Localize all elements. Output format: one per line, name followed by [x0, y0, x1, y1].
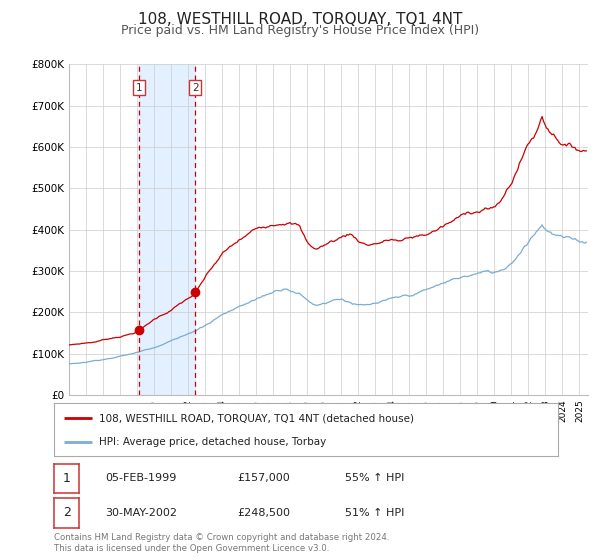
Text: 2: 2: [62, 506, 71, 520]
Text: 108, WESTHILL ROAD, TORQUAY, TQ1 4NT (detached house): 108, WESTHILL ROAD, TORQUAY, TQ1 4NT (de…: [100, 413, 415, 423]
Text: £157,000: £157,000: [237, 473, 290, 483]
Text: 108, WESTHILL ROAD, TORQUAY, TQ1 4NT: 108, WESTHILL ROAD, TORQUAY, TQ1 4NT: [138, 12, 462, 27]
Bar: [139, 64, 195, 395]
Text: 1: 1: [62, 472, 71, 485]
Text: 1: 1: [136, 82, 142, 92]
Text: Price paid vs. HM Land Registry's House Price Index (HPI): Price paid vs. HM Land Registry's House …: [121, 24, 479, 37]
Text: 51% ↑ HPI: 51% ↑ HPI: [345, 508, 404, 518]
Text: 2: 2: [192, 82, 199, 92]
Text: 55% ↑ HPI: 55% ↑ HPI: [345, 473, 404, 483]
Text: 30-MAY-2002: 30-MAY-2002: [105, 508, 177, 518]
Text: 05-FEB-1999: 05-FEB-1999: [105, 473, 176, 483]
Text: £248,500: £248,500: [237, 508, 290, 518]
Text: HPI: Average price, detached house, Torbay: HPI: Average price, detached house, Torb…: [100, 436, 326, 446]
Text: Contains HM Land Registry data © Crown copyright and database right 2024.
This d: Contains HM Land Registry data © Crown c…: [54, 533, 389, 553]
